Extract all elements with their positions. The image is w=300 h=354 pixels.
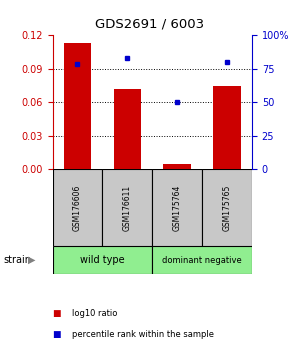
Text: log10 ratio: log10 ratio (72, 309, 117, 318)
Text: GSM175764: GSM175764 (173, 184, 182, 231)
Text: GSM176606: GSM176606 (73, 184, 82, 231)
Text: GSM175765: GSM175765 (223, 184, 232, 231)
Text: percentile rank within the sample: percentile rank within the sample (72, 330, 214, 339)
Text: ■: ■ (52, 330, 61, 339)
Bar (64, 43, 91, 169)
Text: wild type: wild type (80, 255, 125, 265)
Bar (114, 89, 141, 169)
Bar (164, 164, 191, 169)
Text: GSM176611: GSM176611 (123, 184, 132, 230)
Text: ■: ■ (52, 309, 61, 318)
Text: strain: strain (3, 255, 31, 265)
Text: GDS2691 / 6003: GDS2691 / 6003 (95, 17, 205, 30)
FancyBboxPatch shape (152, 169, 202, 246)
Text: dominant negative: dominant negative (162, 256, 242, 264)
FancyBboxPatch shape (152, 246, 252, 274)
Text: ▶: ▶ (28, 255, 35, 265)
FancyBboxPatch shape (202, 169, 252, 246)
FancyBboxPatch shape (52, 169, 102, 246)
FancyBboxPatch shape (102, 169, 152, 246)
FancyBboxPatch shape (52, 246, 152, 274)
Bar (213, 86, 241, 169)
